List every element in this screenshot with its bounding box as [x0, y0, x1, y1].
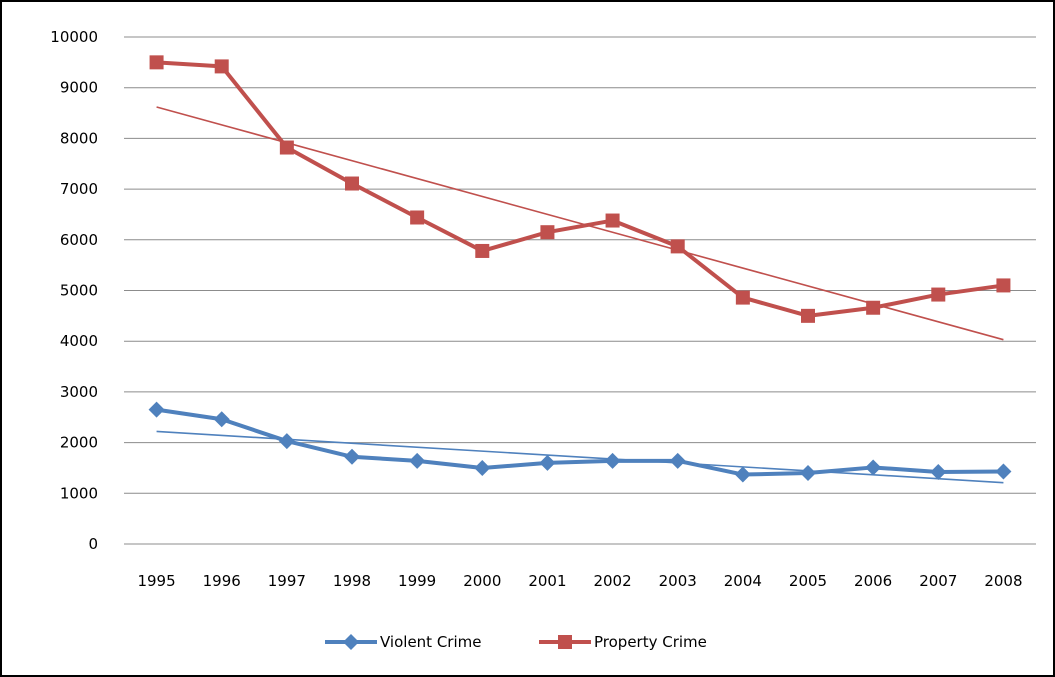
square-marker	[558, 635, 572, 649]
x-tick-label: 1996	[203, 572, 241, 590]
x-tick-label: 2008	[984, 572, 1022, 590]
trendlines	[156, 106, 1004, 484]
diamond-marker	[343, 634, 359, 650]
x-tick-label: 2000	[463, 572, 501, 590]
square-marker	[931, 287, 946, 302]
diamond-marker	[409, 452, 426, 469]
x-tick-label: 1997	[268, 572, 306, 590]
diamond-marker	[995, 463, 1012, 480]
square-marker	[866, 300, 881, 315]
y-tick-label: 2000	[60, 434, 98, 452]
legend-item: Property Crime	[539, 633, 707, 651]
square-marker	[345, 176, 359, 191]
y-axis-tick-labels: 0 1000 2000 3000 4000 5000 6000 7000 8000 9000 100…	[50, 28, 98, 553]
x-tick-label: 2003	[659, 572, 697, 590]
square-marker	[735, 290, 750, 305]
square-marker	[801, 308, 815, 323]
square-marker	[605, 213, 620, 228]
y-tick-label: 4000	[60, 332, 98, 350]
diamond-marker	[278, 433, 295, 450]
series-group	[149, 55, 1011, 323]
series-line	[156, 60, 1004, 318]
square-marker	[475, 243, 490, 258]
y-tick-label: 7000	[60, 180, 98, 198]
diamond-marker	[669, 452, 686, 469]
gridlines	[124, 36, 1036, 545]
diamond-marker	[865, 459, 882, 476]
y-tick-label: 3000	[60, 383, 98, 401]
x-tick-label: 1999	[398, 572, 436, 590]
x-tick-label: 2007	[919, 572, 957, 590]
diamond-marker	[734, 466, 751, 483]
diamond-marker	[474, 459, 491, 476]
square-marker	[149, 55, 164, 70]
legend-label: Violent Crime	[380, 633, 481, 651]
x-tick-label: 2001	[528, 572, 566, 590]
diamond-marker	[344, 448, 360, 465]
y-tick-label: 8000	[60, 129, 98, 147]
diamond-marker	[604, 452, 621, 469]
square-marker	[410, 210, 425, 225]
diamond-marker	[213, 411, 230, 428]
y-tick-label: 6000	[60, 231, 98, 249]
x-tick-label: 1995	[137, 572, 175, 590]
y-tick-label: 5000	[60, 282, 98, 300]
square-marker	[670, 239, 685, 254]
square-marker	[540, 225, 555, 240]
x-tick-label: 1998	[333, 572, 371, 590]
diamond-marker	[539, 454, 556, 471]
y-tick-label: 10000	[50, 28, 98, 46]
square-marker	[996, 278, 1011, 293]
diamond-marker	[930, 464, 947, 481]
y-tick-label: 0	[88, 535, 98, 553]
x-tick-label: 2004	[724, 572, 762, 590]
series-line	[156, 407, 1004, 477]
y-tick-label: 9000	[60, 79, 98, 97]
legend-item: Violent Crime	[325, 633, 481, 651]
x-tick-label: 2005	[789, 572, 827, 590]
trendline	[156, 430, 1004, 484]
x-tick-label: 2006	[854, 572, 892, 590]
legend-label: Property Crime	[594, 633, 707, 651]
square-marker	[279, 140, 294, 155]
x-axis-tick-labels: 1995 1996 1997 1998 1999 2000 2001 2002 2003 2004…	[137, 572, 1022, 590]
series-lines	[148, 55, 1012, 483]
diamond-marker	[800, 465, 816, 482]
legend: Violent Crime Property Crime	[325, 633, 707, 651]
trendline	[156, 106, 1004, 341]
square-marker	[214, 59, 229, 74]
series-group	[148, 401, 1012, 483]
x-tick-label: 2002	[593, 572, 631, 590]
y-tick-label: 1000	[60, 484, 98, 502]
diamond-marker	[148, 401, 165, 418]
